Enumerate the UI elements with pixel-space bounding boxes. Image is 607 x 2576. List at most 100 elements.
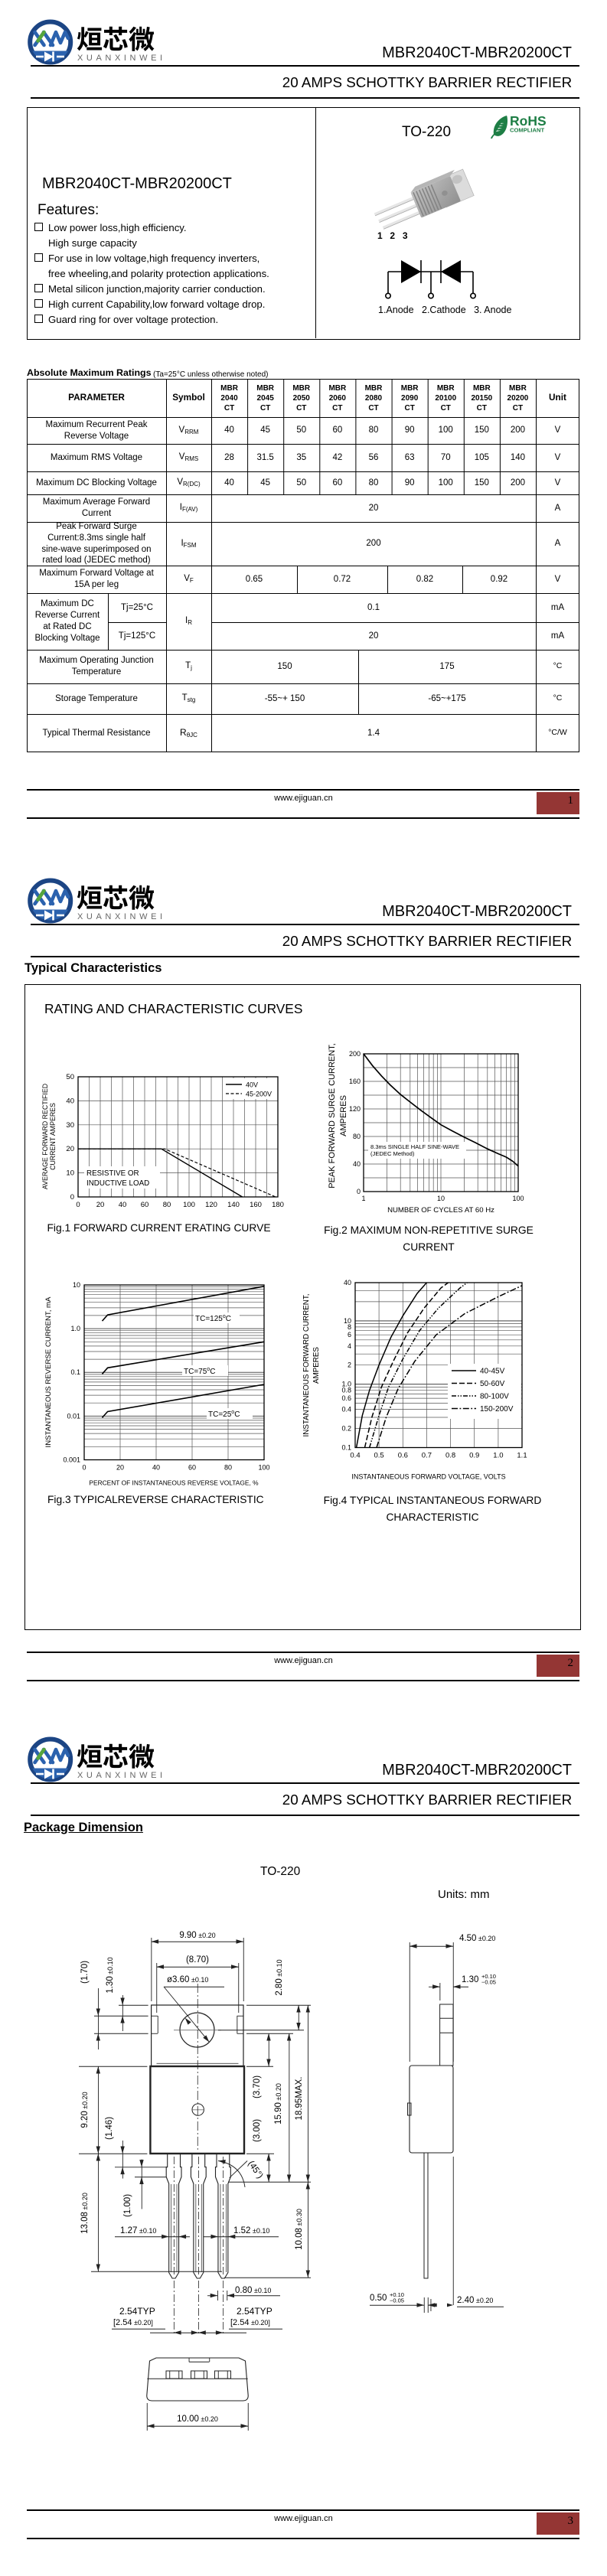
svg-text:160: 160 [250, 1201, 262, 1209]
svg-text:9.20 ±0.20: 9.20 ±0.20 [80, 2092, 90, 2128]
svg-text:10.08 ±0.30: 10.08 ±0.30 [295, 2209, 304, 2250]
svg-text:AVERAGE FORWARD RECTIFIED: AVERAGE FORWARD RECTIFIED [41, 1084, 49, 1189]
svg-text:0.50: 0.50 [370, 2294, 387, 2303]
svg-text:50: 50 [66, 1073, 74, 1081]
svg-text:AMPERES: AMPERES [312, 1347, 321, 1384]
svg-text:20: 20 [96, 1201, 105, 1209]
svg-text:80-100V: 80-100V [480, 1393, 509, 1401]
svg-text:NUMBER OF CYCLES AT 60 Hz: NUMBER OF CYCLES AT 60 Hz [387, 1206, 494, 1215]
svg-text:0.6: 0.6 [398, 1452, 408, 1460]
svg-text:0.001: 0.001 [63, 1456, 80, 1464]
svg-text:PEAK FORWARD SURGE CURRENT,: PEAK FORWARD SURGE CURRENT, [328, 1043, 337, 1188]
svg-text:RoHS: RoHS [510, 113, 547, 129]
svg-text:20: 20 [116, 1464, 124, 1472]
svg-text:40: 40 [119, 1201, 127, 1209]
svg-text:100: 100 [512, 1195, 524, 1202]
svg-text:13.08 ±0.20: 13.08 ±0.20 [80, 2193, 90, 2234]
svg-text:0.7: 0.7 [422, 1452, 432, 1460]
svg-text:15.90 ±0.20: 15.90 ±0.20 [274, 2083, 283, 2124]
svg-text:0.1: 0.1 [341, 1444, 351, 1452]
svg-text:10: 10 [437, 1195, 445, 1202]
svg-text:0.8: 0.8 [341, 1387, 351, 1394]
svg-text:10: 10 [73, 1281, 80, 1289]
svg-text:+0.10: +0.10 [390, 2291, 404, 2298]
svg-text:160: 160 [349, 1078, 361, 1085]
svg-text:100: 100 [183, 1201, 195, 1209]
svg-text:50-60V: 50-60V [480, 1380, 505, 1388]
svg-text:0.01: 0.01 [67, 1412, 80, 1420]
svg-text:0.80 ±0.10: 0.80 ±0.10 [235, 2286, 271, 2295]
svg-text:INDUCTIVE LOAD: INDUCTIVE LOAD [86, 1179, 149, 1188]
svg-text:4.50 ±0.20: 4.50 ±0.20 [459, 1934, 495, 1943]
svg-text:0.6: 0.6 [341, 1394, 351, 1402]
svg-text:1.30 ±0.10: 1.30 ±0.10 [106, 1957, 115, 1993]
svg-text:40-45V: 40-45V [480, 1368, 505, 1376]
svg-text:120: 120 [205, 1201, 217, 1209]
svg-text:TC=75oC: TC=75oC [184, 1367, 215, 1376]
svg-text:0: 0 [82, 1464, 86, 1472]
svg-text:0.5: 0.5 [374, 1452, 383, 1460]
svg-text:(JEDEC Method): (JEDEC Method) [370, 1150, 415, 1157]
svg-text:2.54TYP: 2.54TYP [119, 2306, 155, 2317]
svg-text:100: 100 [258, 1464, 269, 1472]
svg-text:80: 80 [353, 1133, 361, 1140]
svg-text:1.30: 1.30 [462, 1975, 478, 1984]
svg-text:10.00 ±0.20: 10.00 ±0.20 [177, 2415, 218, 2424]
svg-text:40V: 40V [246, 1081, 258, 1089]
svg-text:(3.70): (3.70) [253, 2075, 262, 2098]
svg-text:INSTANTANEOUS REVERSE CURRENT,: INSTANTANEOUS REVERSE CURRENT, mA [44, 1296, 53, 1447]
svg-text:1: 1 [361, 1195, 365, 1202]
svg-text:INSTANTANEOUS FORWARD CURRENT,: INSTANTANEOUS FORWARD CURRENT, [302, 1294, 311, 1437]
svg-text:0: 0 [70, 1193, 74, 1202]
svg-text:ø3.60 ±0.10: ø3.60 ±0.10 [167, 1975, 208, 1984]
svg-text:(3.00): (3.00) [253, 2119, 262, 2142]
svg-text:1.1: 1.1 [517, 1452, 527, 1460]
svg-text:10: 10 [344, 1317, 351, 1325]
svg-text:COMPLIANT: COMPLIANT [510, 127, 544, 134]
svg-text:+0.10: +0.10 [481, 1973, 496, 1980]
svg-text:0.9: 0.9 [469, 1452, 479, 1460]
svg-text:80: 80 [163, 1201, 171, 1209]
svg-text:8.3ms SINGLE HALF SINE-WAVE: 8.3ms SINGLE HALF SINE-WAVE [370, 1143, 459, 1150]
svg-text:60: 60 [141, 1201, 149, 1209]
svg-text:6: 6 [348, 1331, 351, 1339]
svg-text:(45°): (45°) [246, 2160, 264, 2181]
svg-text:2.40 ±0.20: 2.40 ±0.20 [457, 2296, 493, 2305]
svg-text:1.27 ±0.10: 1.27 ±0.10 [120, 2226, 156, 2235]
svg-text:40: 40 [152, 1464, 160, 1472]
svg-text:TC=25oC: TC=25oC [208, 1410, 240, 1419]
svg-text:RESISTIVE OR: RESISTIVE OR [86, 1169, 139, 1178]
svg-text:120: 120 [349, 1105, 361, 1113]
svg-text:INSTANTANEOUS FORWARD VOLTAGE,: INSTANTANEOUS FORWARD VOLTAGE, VOLTS [351, 1473, 505, 1481]
svg-text:1.52 ±0.10: 1.52 ±0.10 [233, 2226, 269, 2235]
svg-text:(1.70): (1.70) [80, 1961, 90, 1984]
svg-text:(8.70): (8.70) [186, 1955, 209, 1965]
svg-text:140: 140 [227, 1201, 240, 1209]
svg-text:40: 40 [353, 1160, 361, 1168]
svg-text:30: 30 [66, 1121, 74, 1130]
svg-text:40: 40 [344, 1279, 351, 1286]
svg-text:CURRENT AMPERES: CURRENT AMPERES [49, 1103, 57, 1170]
svg-text:0.4: 0.4 [350, 1452, 360, 1460]
svg-text:−0.05: −0.05 [390, 2297, 404, 2304]
svg-text:20: 20 [66, 1145, 74, 1153]
svg-text:[2.54 ±0.20]: [2.54 ±0.20] [230, 2318, 270, 2327]
svg-text:18.95MAX.: 18.95MAX. [295, 2077, 304, 2121]
svg-text:45-200V: 45-200V [246, 1091, 272, 1098]
svg-text:[2.54 ±0.20]: [2.54 ±0.20] [113, 2318, 153, 2327]
svg-text:1.0: 1.0 [493, 1452, 503, 1460]
svg-text:2.80 ±0.10: 2.80 ±0.10 [275, 1959, 284, 1995]
svg-text:180: 180 [272, 1201, 284, 1209]
svg-text:2: 2 [348, 1361, 351, 1369]
svg-text:150-200V: 150-200V [480, 1405, 514, 1414]
svg-text:0.4: 0.4 [341, 1406, 351, 1414]
svg-text:(1.46): (1.46) [105, 2117, 114, 2140]
svg-text:AMPERES: AMPERES [339, 1095, 348, 1136]
svg-text:(1.00): (1.00) [123, 2194, 132, 2217]
svg-text:0: 0 [357, 1188, 361, 1195]
svg-text:−0.05: −0.05 [481, 1979, 496, 1986]
svg-text:60: 60 [188, 1464, 196, 1472]
svg-text:4: 4 [348, 1342, 351, 1350]
svg-text:PERCENT OF INSTANTANEOUS REVER: PERCENT OF INSTANTANEOUS REVERSE VOLTAGE… [89, 1479, 259, 1487]
svg-text:0: 0 [76, 1201, 80, 1209]
